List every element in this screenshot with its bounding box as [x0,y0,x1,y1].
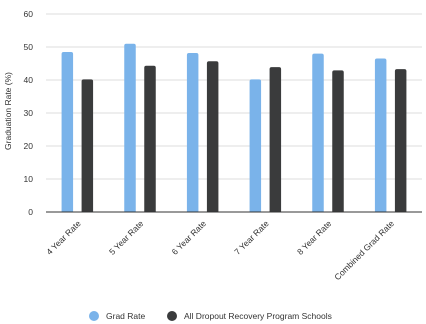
bar-all-drp-schools [395,69,407,212]
bar-all-drp-schools [144,66,156,212]
bar-grad-rate [62,52,74,212]
y-axis-title: Graduation Rate (%) [3,72,13,150]
x-tick-label: 8 Year Rate [295,218,334,257]
bar-grad-rate [312,54,324,212]
y-tick-label: 60 [24,9,34,19]
legend: Grad Rate All Dropout Recovery Program Sc… [89,311,332,321]
x-axis-ticks: 4 Year Rate 5 Year Rate 6 Year Rate 7 Year … [44,218,396,282]
legend-swatch [89,311,99,321]
legend-label: Grad Rate [106,311,145,321]
bar-grad-rate [250,79,262,212]
x-tick-label: 4 Year Rate [44,218,83,257]
y-tick-label: 50 [24,42,34,52]
y-tick-label: 10 [24,174,34,184]
bar-grad-rate [124,44,136,212]
x-tick-label: Combined Grad Rate [332,218,396,282]
bar-all-drp-schools [270,67,282,212]
gridlines [46,14,422,179]
y-tick-label: 30 [24,108,34,118]
bars [62,44,407,212]
y-axis-ticks: 0 10 20 30 40 50 60 [24,9,34,217]
legend-swatch [167,311,177,321]
y-tick-label: 0 [28,207,33,217]
bar-grad-rate [375,59,387,212]
bar-grad-rate [187,53,199,212]
bar-all-drp-schools [207,61,219,212]
bar-all-drp-schools [332,70,344,212]
bar-all-drp-schools [82,79,94,212]
x-tick-label: 6 Year Rate [170,218,209,257]
y-tick-label: 20 [24,141,34,151]
x-tick-label: 7 Year Rate [232,218,271,257]
x-tick-label: 5 Year Rate [107,218,146,257]
legend-label: All Dropout Recovery Program Schools [184,311,332,321]
y-tick-label: 40 [24,75,34,85]
